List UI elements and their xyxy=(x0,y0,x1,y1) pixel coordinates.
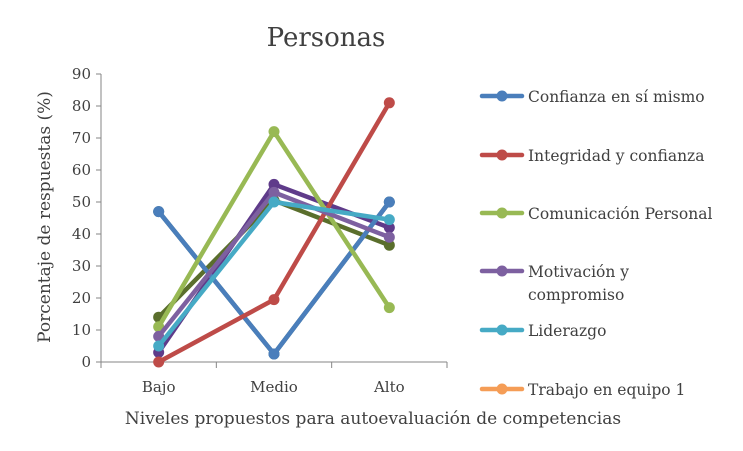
y-tick-label: 70 xyxy=(72,129,91,147)
series-integridad-y-confianza-point xyxy=(383,97,395,109)
series-comunicacion-personal-point xyxy=(383,302,395,314)
legend-label: Integridad y confianza xyxy=(528,147,704,165)
legend-label: Liderazgo xyxy=(528,322,606,340)
y-tick-label: 20 xyxy=(72,289,91,307)
x-tick-label-medio: Medio xyxy=(250,378,298,396)
legend-swatch-point xyxy=(496,90,508,102)
y-tick-label: 80 xyxy=(72,97,91,115)
extra-series-3-point xyxy=(383,239,395,251)
legend: Confianza en sí mismo Integridad y confia… xyxy=(479,88,712,399)
legend-entry-confianza-en-si-mismo: Confianza en sí mismo xyxy=(479,88,705,106)
y-axis: 0 10 20 30 40 50 60 70 80 90 xyxy=(72,65,102,371)
series-integridad-y-confianza-point xyxy=(268,294,280,306)
legend-entry-comunicacion-personal: Comunicación Personal xyxy=(479,205,712,223)
series-layer xyxy=(153,97,395,368)
series-comunicacion-personal xyxy=(153,126,395,333)
y-axis-label: Porcentaje de respuestas (%) xyxy=(35,91,55,343)
extra-series-2-point xyxy=(383,222,395,234)
legend-label: Comunicación Personal xyxy=(528,205,712,223)
legend-swatch-point xyxy=(496,324,508,336)
series-liderazgo-point xyxy=(268,196,280,208)
y-tick-label: 60 xyxy=(72,161,91,179)
x-axis: Bajo Medio Alto xyxy=(100,361,448,396)
x-tick-label-alto: Alto xyxy=(373,378,405,396)
series-motivacion-y-compromiso xyxy=(153,186,395,342)
legend-entry-integridad-y-confianza: Integridad y confianza xyxy=(479,147,704,165)
series-liderazgo xyxy=(153,196,395,352)
y-tick-label: 10 xyxy=(72,321,91,339)
x-tick-label-bajo: Bajo xyxy=(142,378,176,396)
legend-label: Trabajo en equipo 1 xyxy=(528,381,685,399)
x-axis-label: Niveles propuestos para autoevaluación d… xyxy=(125,409,621,429)
series-confianza-en-si-mismo-point xyxy=(268,348,280,360)
y-tick-label: 0 xyxy=(81,353,91,371)
legend-entry-liderazgo: Liderazgo xyxy=(479,322,606,340)
series-liderazgo-point xyxy=(153,340,165,352)
series-integridad-y-confianza xyxy=(153,97,395,368)
extra-series-2-point xyxy=(268,178,280,190)
series-comunicacion-personal-point xyxy=(268,126,280,138)
y-tick-label: 40 xyxy=(72,225,91,243)
y-tick-label: 30 xyxy=(72,257,91,275)
legend-swatch-point xyxy=(496,207,508,219)
legend-swatch-point xyxy=(496,383,508,395)
chart-title: Personas xyxy=(267,23,386,53)
series-confianza-en-si-mismo-point xyxy=(383,196,395,208)
legend-entry-trabajo-en-equipo-1: Trabajo en equipo 1 xyxy=(479,381,685,399)
series-liderazgo-point xyxy=(383,214,395,226)
y-tick-label: 50 xyxy=(72,193,91,211)
series-integridad-y-confianza-point xyxy=(153,356,165,368)
y-tick-label: 90 xyxy=(72,65,91,83)
series-motivacion-y-compromiso-point xyxy=(268,186,280,198)
legend-label: Confianza en sí mismo xyxy=(528,88,705,106)
series-confianza-en-si-mismo-point xyxy=(153,206,165,218)
legend-label: Motivación y compromiso xyxy=(528,263,629,304)
legend-swatch-point xyxy=(496,149,508,161)
legend-swatch-point xyxy=(496,265,508,277)
series-motivacion-y-compromiso-point xyxy=(383,231,395,243)
legend-entry-motivacion-y-compromiso: Motivación y compromiso xyxy=(479,263,629,304)
